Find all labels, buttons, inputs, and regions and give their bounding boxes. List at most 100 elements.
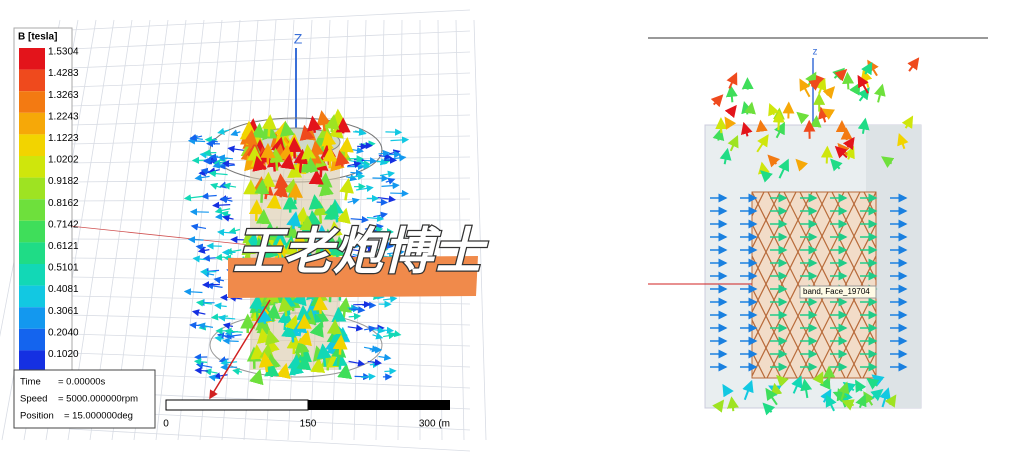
vector bbox=[334, 150, 350, 167]
legend-label: 1.1223 bbox=[48, 133, 79, 144]
vector bbox=[757, 161, 770, 175]
vector bbox=[278, 296, 293, 317]
vector bbox=[194, 367, 209, 375]
vector bbox=[800, 378, 813, 399]
vector bbox=[264, 242, 279, 260]
vector bbox=[881, 156, 895, 168]
legend-label: 1.0202 bbox=[48, 155, 79, 166]
scale-bar bbox=[308, 400, 450, 410]
legend-swatch bbox=[19, 328, 45, 351]
legend-swatch bbox=[19, 112, 45, 135]
grid-line bbox=[69, 72, 471, 88]
vector bbox=[260, 171, 276, 192]
vector bbox=[830, 158, 843, 172]
vector bbox=[222, 214, 234, 222]
legend-title: B [tesla] bbox=[18, 32, 57, 43]
vector bbox=[756, 134, 769, 153]
vector bbox=[328, 122, 344, 139]
winding bbox=[623, 192, 716, 378]
vector bbox=[312, 200, 328, 224]
vector bbox=[799, 78, 811, 98]
vector bbox=[348, 312, 362, 321]
vector bbox=[710, 94, 724, 108]
vector bbox=[194, 173, 210, 182]
vector bbox=[224, 332, 242, 340]
vector bbox=[820, 145, 833, 164]
vector bbox=[724, 116, 737, 130]
axis-label: z bbox=[813, 47, 818, 58]
scale-label: 0 bbox=[163, 419, 169, 430]
vector bbox=[866, 377, 880, 390]
info-label: Time bbox=[20, 377, 41, 388]
legend-swatch bbox=[19, 242, 45, 264]
vector bbox=[301, 144, 317, 168]
vector bbox=[308, 194, 324, 210]
grid-line bbox=[69, 30, 471, 50]
legend-swatch bbox=[19, 220, 45, 243]
winding bbox=[624, 192, 717, 378]
vector bbox=[364, 325, 376, 333]
vector bbox=[359, 160, 371, 168]
vector bbox=[281, 322, 297, 338]
legend-label: 1.5304 bbox=[48, 47, 79, 58]
vector bbox=[339, 177, 354, 201]
vector bbox=[222, 182, 237, 190]
vector bbox=[298, 243, 314, 260]
vector bbox=[218, 314, 236, 322]
vector bbox=[390, 136, 410, 144]
vector bbox=[791, 375, 803, 394]
vector bbox=[347, 197, 360, 205]
winding bbox=[815, 192, 876, 314]
legend-swatch bbox=[19, 177, 45, 200]
vector bbox=[315, 130, 331, 155]
vector bbox=[349, 172, 366, 181]
vector bbox=[796, 111, 810, 125]
vector bbox=[303, 157, 319, 173]
winding bbox=[752, 254, 814, 378]
vector bbox=[726, 72, 738, 89]
vector bbox=[726, 396, 739, 412]
winding bbox=[814, 254, 876, 378]
legend-label: 1.4283 bbox=[48, 68, 79, 79]
vector bbox=[286, 211, 302, 230]
vector bbox=[297, 329, 312, 347]
vector bbox=[337, 363, 353, 380]
winding bbox=[752, 192, 846, 378]
info-label: Speed bbox=[20, 394, 47, 405]
winding bbox=[846, 318, 876, 378]
vector bbox=[712, 399, 725, 413]
vector bbox=[228, 227, 241, 235]
vector bbox=[380, 242, 394, 250]
vector bbox=[812, 371, 824, 385]
vector bbox=[762, 402, 776, 416]
scale-label: 300 (m bbox=[419, 419, 450, 430]
vector bbox=[378, 353, 392, 361]
vector bbox=[291, 230, 307, 255]
vector bbox=[299, 157, 315, 174]
vector bbox=[338, 137, 354, 158]
vector bbox=[326, 318, 342, 335]
vector bbox=[277, 145, 293, 162]
vector bbox=[834, 68, 848, 82]
vector bbox=[874, 83, 886, 103]
vector bbox=[353, 300, 372, 309]
vector bbox=[187, 137, 206, 145]
vector bbox=[367, 358, 382, 366]
vector bbox=[907, 57, 920, 72]
vector bbox=[378, 228, 395, 236]
vector bbox=[222, 322, 234, 330]
legend-swatch bbox=[19, 48, 45, 70]
grid-line bbox=[69, 93, 471, 107]
vector bbox=[197, 246, 210, 254]
vector bbox=[324, 114, 340, 133]
vector bbox=[266, 151, 282, 172]
winding bbox=[831, 192, 876, 282]
vector bbox=[387, 234, 407, 243]
vector bbox=[330, 326, 346, 344]
vector bbox=[296, 354, 312, 371]
vector bbox=[348, 359, 366, 367]
vector bbox=[809, 115, 822, 128]
grid-line bbox=[69, 428, 471, 452]
vector bbox=[217, 154, 234, 162]
